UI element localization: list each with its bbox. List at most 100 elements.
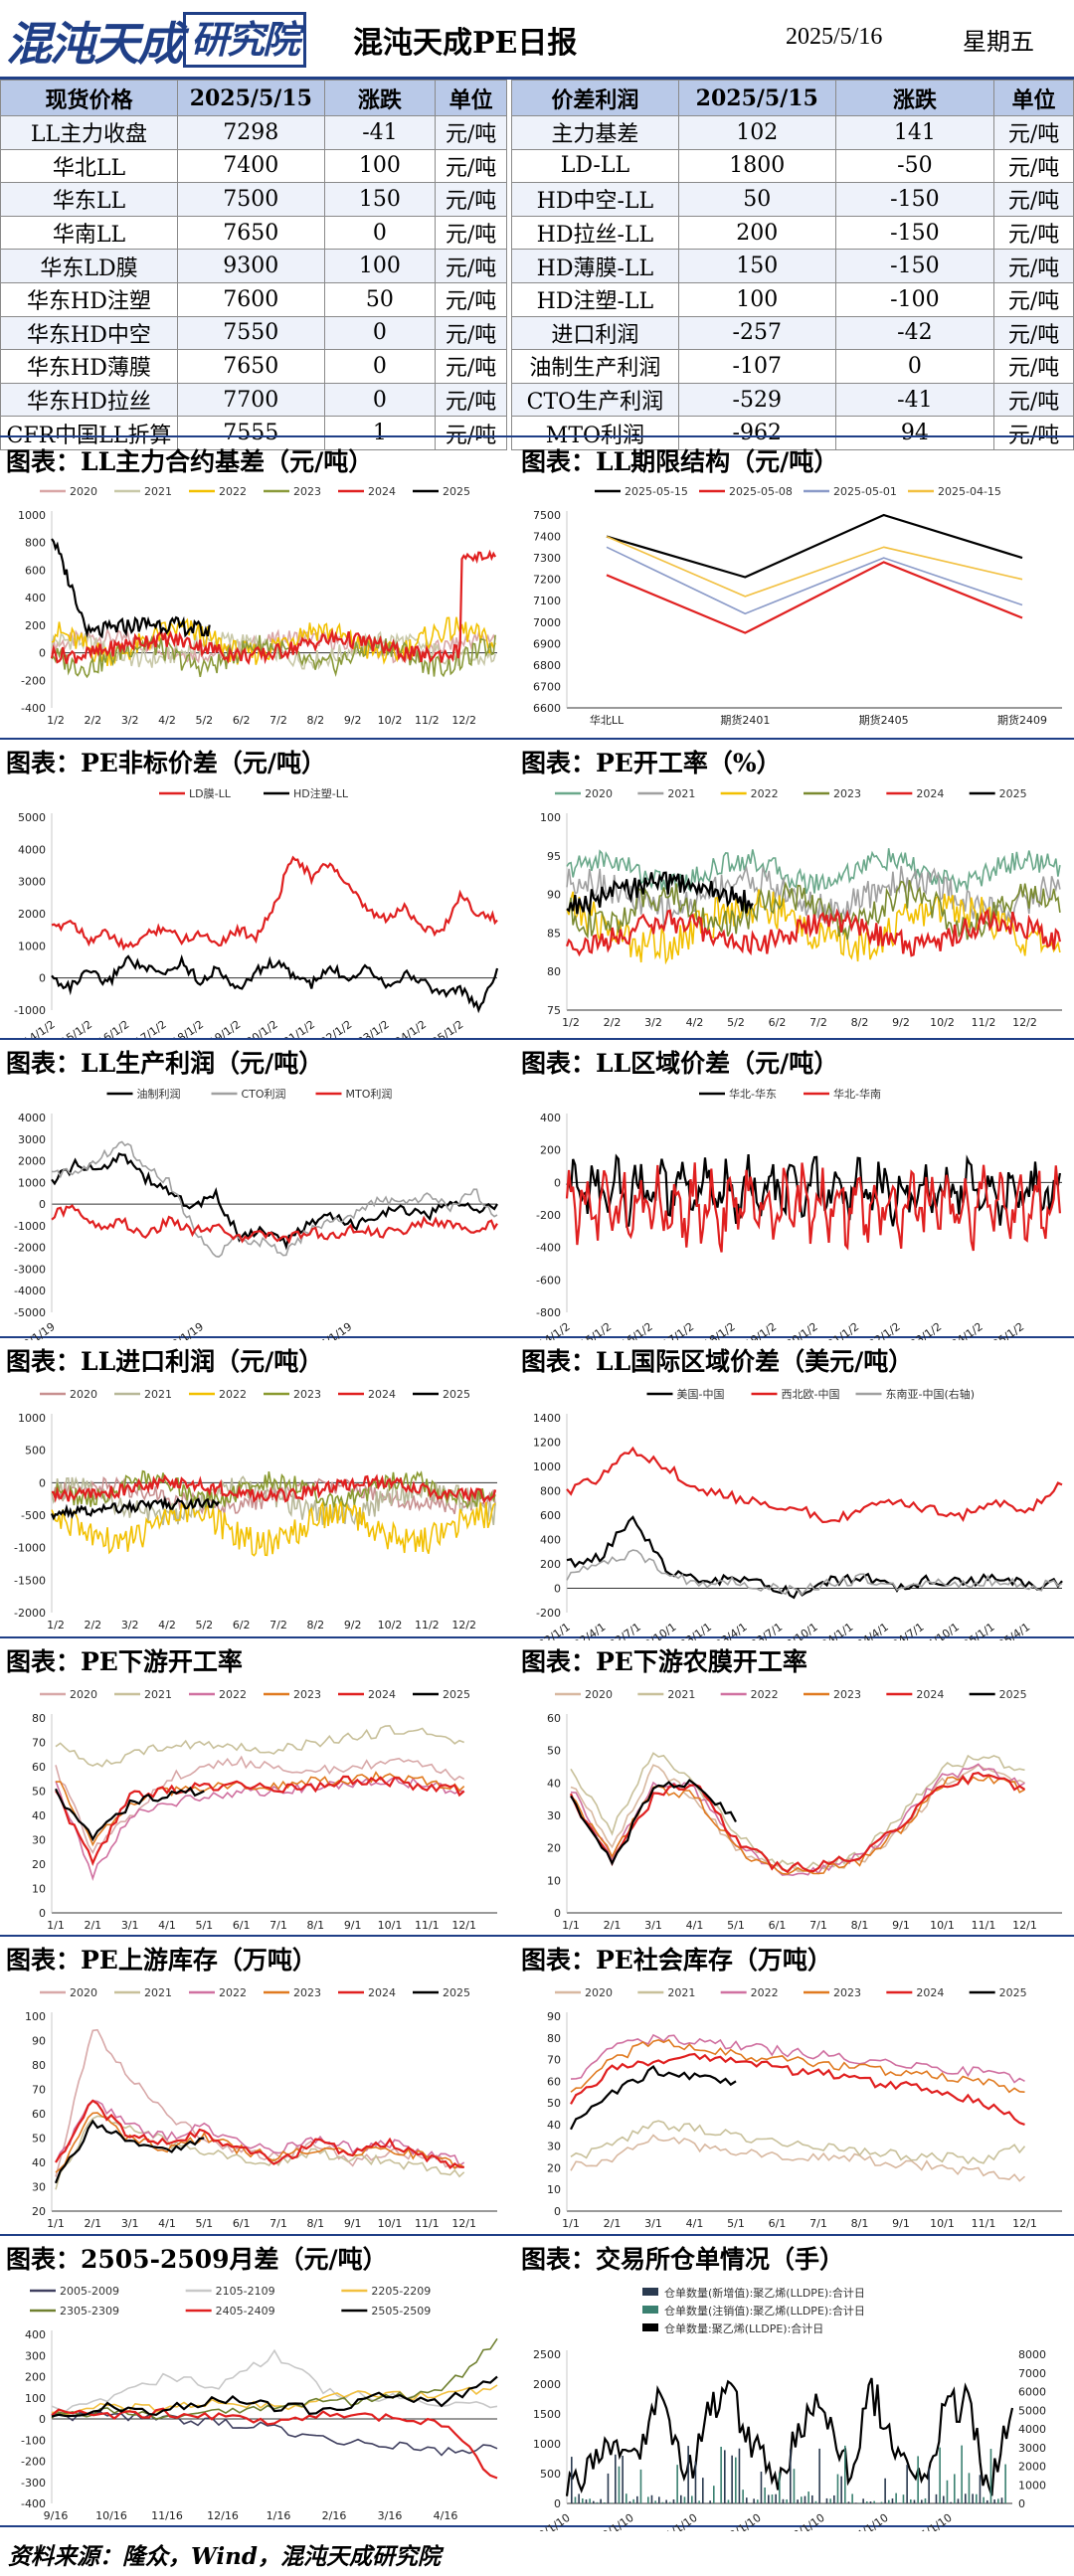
x-tick-label: 12/1 — [451, 1919, 476, 1932]
bar — [738, 2448, 741, 2503]
series-group — [54, 2028, 465, 2190]
bar — [753, 2498, 755, 2503]
legend-label: 油制利润 — [137, 1087, 181, 1101]
y-tick-label: -5000 — [14, 1306, 46, 1319]
x-tick-label: 4/1 — [686, 1919, 704, 1932]
legend: 2020 2021 2022 2023 2024 2025 — [40, 1688, 470, 1701]
y-tick-label: 80 — [32, 2059, 46, 2072]
x-tick-label: 10/2 — [930, 1016, 955, 1029]
bar — [731, 2455, 733, 2503]
series-group — [566, 1446, 1063, 1600]
y-tick-label: 7000 — [533, 616, 561, 629]
series-group — [606, 513, 1023, 634]
legend-item: 2022 — [720, 787, 779, 800]
table-cell: 华东LL — [0, 182, 178, 217]
series-line — [51, 953, 499, 1014]
legend-item: 2022 — [189, 1388, 247, 1401]
bar — [650, 2494, 653, 2503]
y-tick-label: 90 — [547, 889, 561, 902]
legend-item: 2021 — [637, 1688, 695, 1701]
chart-c10: 2020 2021 2022 2023 2024 2025 0 10 20 30 40 50 60 1/1… — [515, 1680, 1072, 1941]
y-tick-label: -200 — [21, 674, 46, 687]
table-cell: 102 — [677, 115, 836, 150]
y-tick-label: 1000 — [533, 1460, 561, 1473]
series-line — [55, 1724, 464, 1768]
y-axis: -800 -600 -400 -200 0 200 400 — [536, 1112, 561, 1319]
chart-title: 图表：LL生产利润（元/吨） — [6, 1049, 324, 1078]
column-header: 2025/5/15 — [677, 80, 836, 116]
legend-label: 2024 — [368, 485, 396, 498]
legend-item: 2020 — [40, 1986, 97, 1999]
series-group — [51, 855, 499, 1014]
x-tick-label: 9/1 — [892, 1919, 910, 1932]
bar — [891, 2498, 894, 2503]
x-tick-label: 11/1 — [972, 2217, 996, 2230]
x-tick-label: 4/1 — [158, 1919, 176, 1932]
y-tick-label: -2000 — [14, 1607, 46, 1620]
table-row: 华南LL 7650 0 元/吨 — [0, 215, 507, 251]
y-tick-label: 80 — [547, 2032, 561, 2045]
table-row: HD注塑-LL 100 -100 元/吨 — [511, 281, 1074, 317]
y2-tick-label: 6000 — [1018, 2386, 1046, 2399]
chart-c9: 2020 2021 2022 2023 2024 2025 0 10 20 30 40 50 60 70 8… — [0, 1680, 507, 1941]
series-line — [566, 1549, 1063, 1596]
y-tick-label: 1400 — [533, 1412, 561, 1425]
bar — [939, 2447, 941, 2503]
x-tick-label: 8/1 — [851, 2217, 869, 2230]
x-tick-label: 7/1 — [809, 1919, 827, 1932]
y-axis: -2000 -1500 -1000 -500 0 500 1000 — [14, 1412, 46, 1620]
table-row: HD中空-LL 50 -150 元/吨 — [511, 182, 1074, 217]
chart-svg: 2020 2021 2022 2023 2024 2025-2000-1500-1000-… — [14, 1388, 497, 1631]
x-tick-label: 21/1/10 — [658, 2511, 700, 2531]
series-line — [570, 2065, 737, 2131]
series-line — [606, 535, 1023, 598]
bar — [790, 2449, 792, 2503]
bar — [913, 2499, 916, 2503]
legend-label: 2023 — [293, 1688, 321, 1701]
table-row: LL主力收盘 7298 -41 元/吨 — [0, 115, 507, 150]
bar — [993, 2499, 995, 2503]
x-tick-label: 24/1/1 — [819, 1621, 855, 1640]
chart-svg: 油制利润 CTO利润 MTO利润 -5000 -4000 -3000 -2000 -1000 0… — [14, 1087, 498, 1340]
table-cell: 7400 — [176, 148, 325, 184]
legend-label: 2022 — [219, 485, 247, 498]
table-cell: 元/吨 — [993, 215, 1074, 251]
legend-label: 2024 — [916, 787, 944, 800]
y-tick-label: -200 — [21, 2456, 46, 2469]
chart-svg: 2025-05-15 2025-05-08 2025-05-01 2025-04-15… — [533, 485, 1062, 727]
chart-svg: 仓单数量(新增值):聚乙烯(LLDPE):合计日仓单数量(注销值):聚乙烯(LL… — [531, 2286, 1046, 2531]
y-tick-label: 1000 — [18, 509, 46, 522]
y-tick-label: 60 — [547, 1712, 561, 1725]
x-tick-label: 4/16 — [434, 2509, 458, 2522]
y-tick-label: 7100 — [533, 595, 561, 607]
legend-label: 2020 — [70, 1688, 97, 1701]
legend-item: 2022 — [189, 1986, 247, 1999]
series-group — [570, 2033, 1026, 2182]
table-row: 华北LL 7400 100 元/吨 — [0, 148, 507, 184]
legend-item: 2023 — [264, 1388, 321, 1401]
x-tick-label: 8/2 — [851, 1016, 869, 1029]
chart-title: 图表：PE非标价差（元/吨） — [6, 749, 326, 777]
bar — [921, 2499, 923, 2503]
y-tick-label: 800 — [540, 1485, 561, 1498]
y-tick-label: 1000 — [18, 940, 46, 952]
x-tick-label: 20/1/2 — [784, 1320, 819, 1340]
spot-price-table: 现货价格 2025/5/15 涨跌 单位 LL主力收盘 7298 -41 元/吨 华北LL 74… — [0, 80, 507, 450]
y-tick-label: 70 — [547, 2054, 561, 2067]
table-cell: 元/吨 — [993, 249, 1074, 283]
chart-title: 图表：PE开工率（%） — [521, 749, 782, 777]
legend-item: 油制利润 — [106, 1087, 181, 1101]
table-cell: 7700 — [176, 382, 325, 418]
y-tick-label: 600 — [540, 1509, 561, 1522]
x-tick-label: 1/1 — [47, 1919, 65, 1932]
y-tick-label: -500 — [21, 1509, 46, 1522]
series-line — [570, 2038, 1025, 2094]
y-tick-label: 0 — [39, 1476, 46, 1489]
y-tick-label: 200 — [540, 1144, 561, 1157]
legend: 2005-2009 2105-2109 2205-2209 2305-2309 2405… — [30, 2285, 431, 2318]
legend: 仓单数量(新增值):聚乙烯(LLDPE):合计日仓单数量(注销值):聚乙烯(LL… — [642, 2286, 865, 2335]
table-cell: 元/吨 — [435, 215, 507, 251]
table-row: 油制生产利润 -107 0 元/吨 — [511, 349, 1074, 384]
section-divider — [0, 435, 1074, 437]
y-tick-label: 0 — [554, 1176, 561, 1189]
